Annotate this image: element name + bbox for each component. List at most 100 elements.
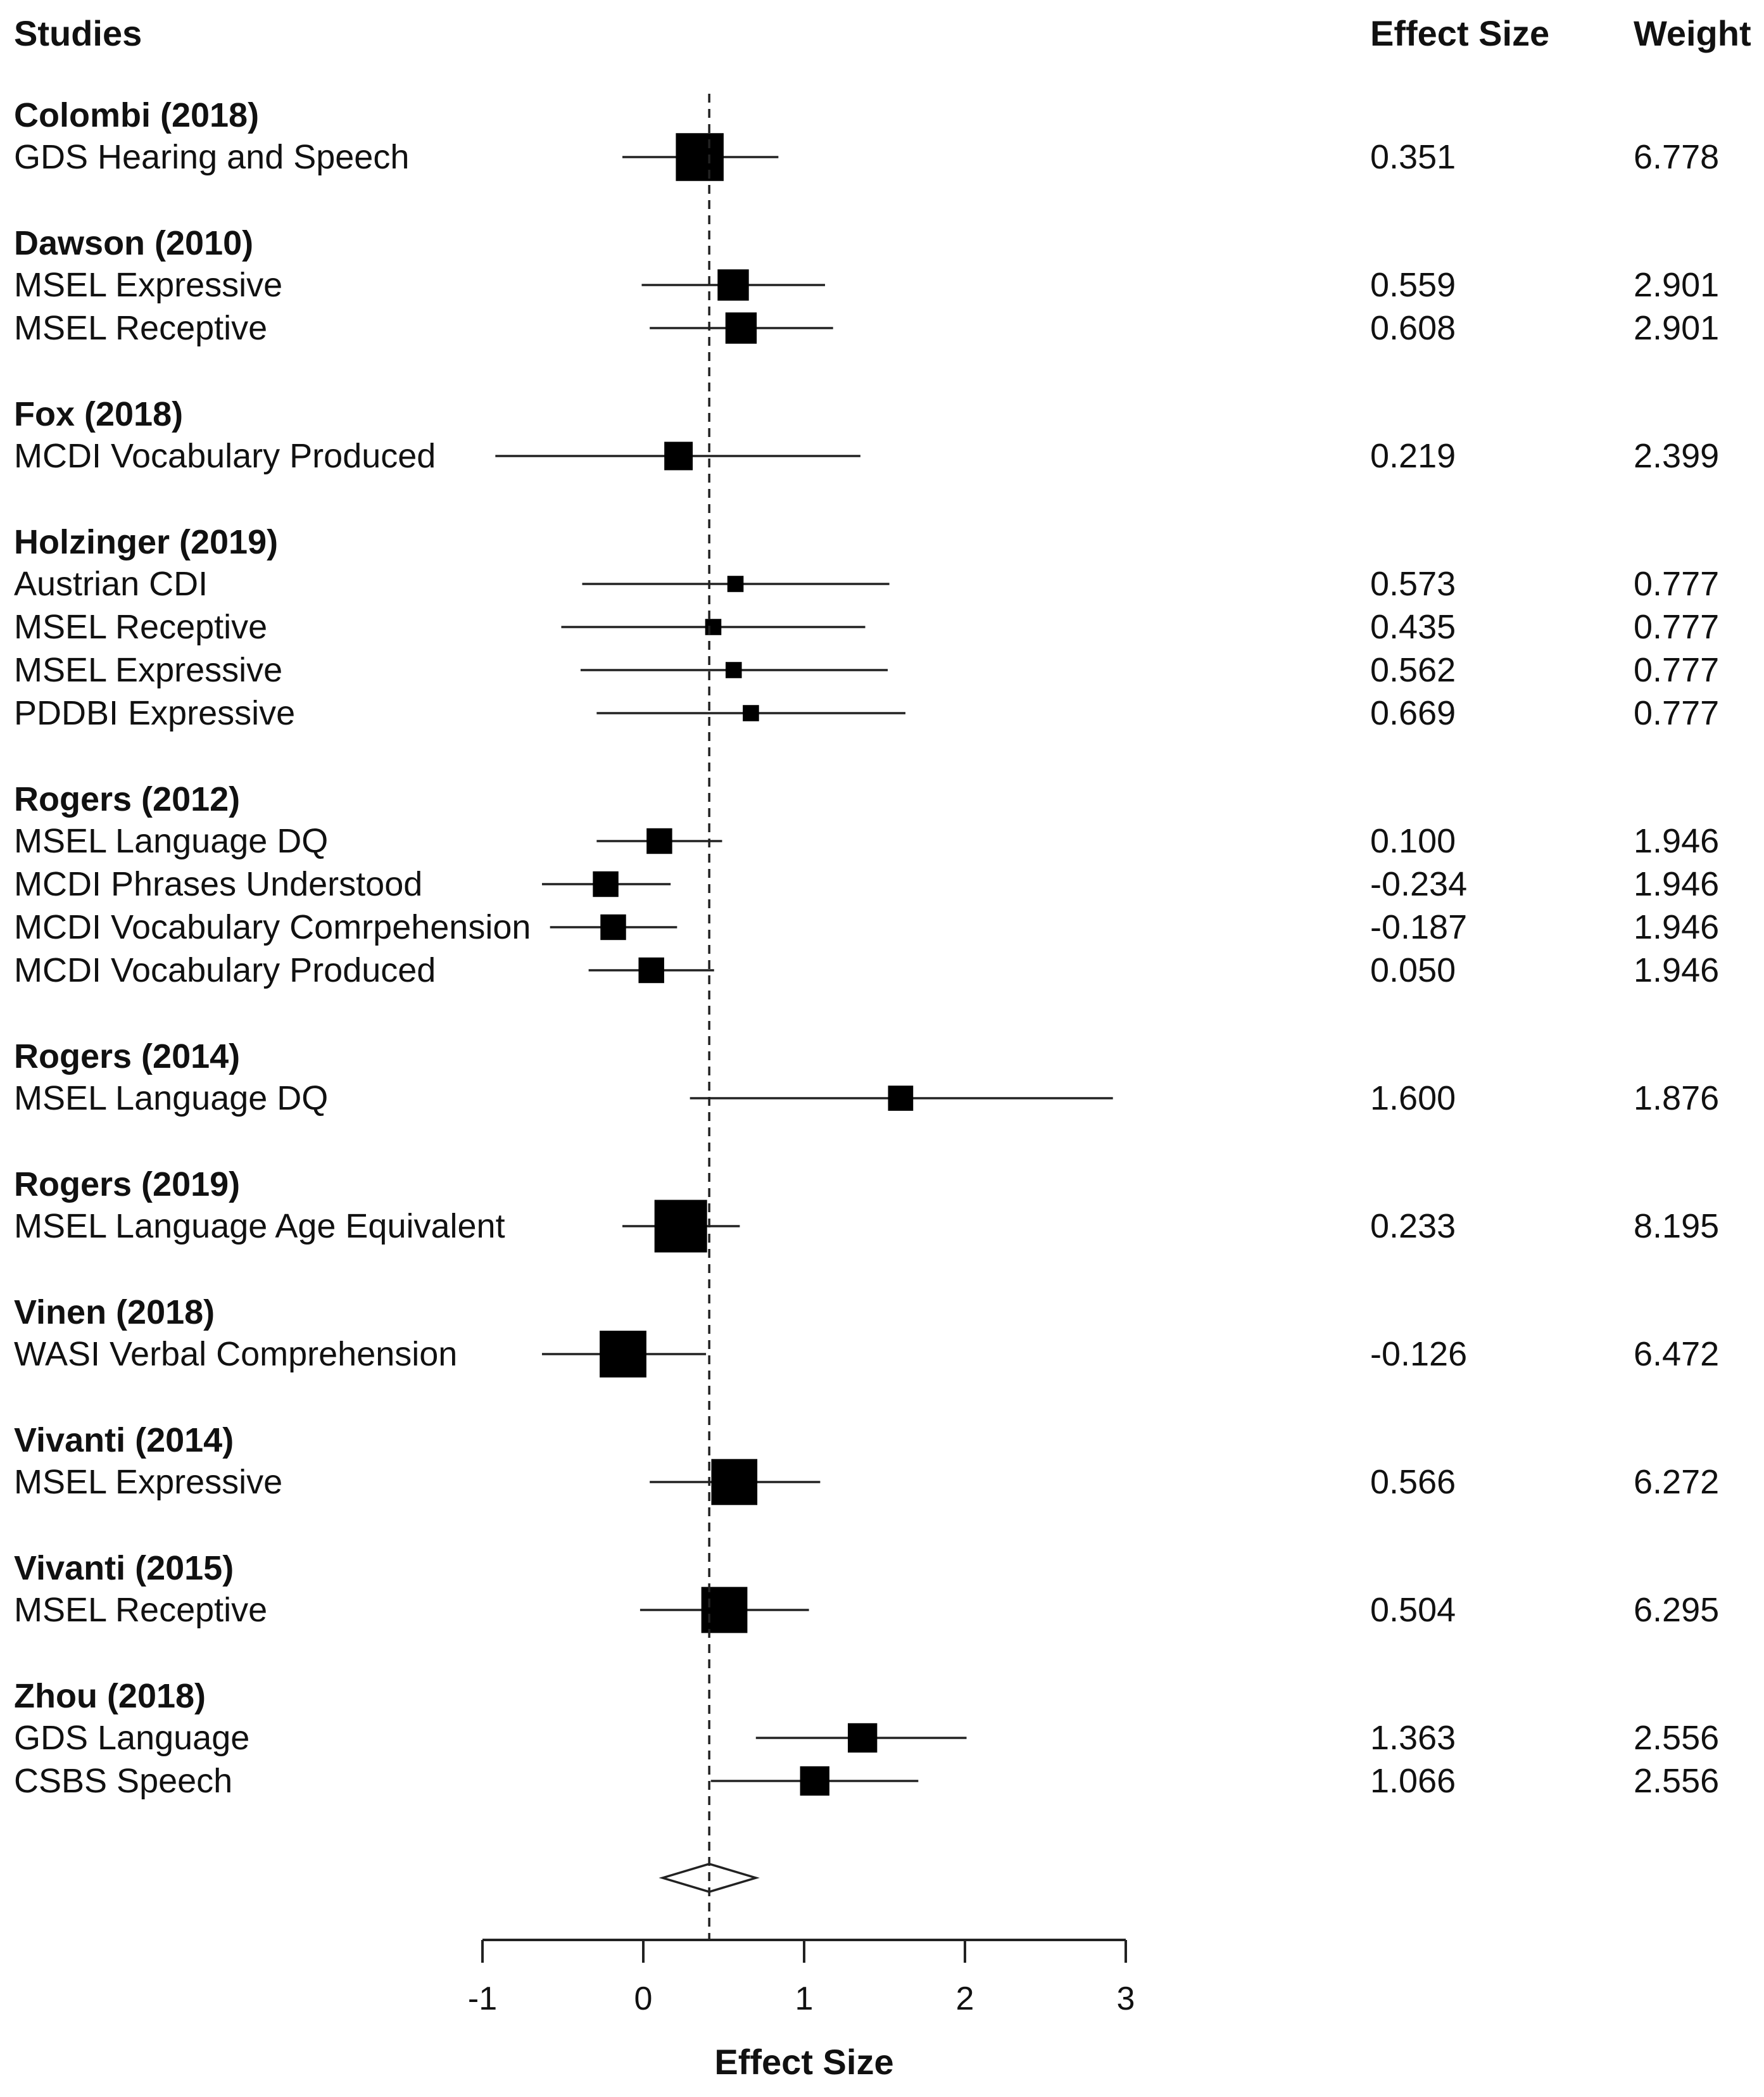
- study-heading: Vivanti (2015): [14, 1549, 234, 1587]
- effect-size-value: 0.573: [1370, 565, 1456, 603]
- outcome-label: MCDI Vocabulary Comrpehension: [14, 908, 531, 946]
- effect-size-value: 0.559: [1370, 266, 1456, 304]
- outcome-label: MCDI Vocabulary Produced: [14, 951, 436, 989]
- study-rows: Colombi (2018) GDS Hearing and Speech 0.35…: [14, 96, 1719, 1800]
- effect-size-marker: [848, 1723, 878, 1753]
- effect-size-value: 0.608: [1370, 309, 1456, 347]
- outcome-label: GDS Hearing and Speech: [14, 138, 409, 176]
- forest-marks: [495, 94, 1113, 1940]
- effect-size-value: 0.100: [1370, 822, 1456, 860]
- x-tick-label: 3: [1117, 1980, 1135, 2017]
- weight-value: 6.472: [1634, 1335, 1719, 1373]
- effect-size-value: 0.504: [1370, 1591, 1456, 1629]
- weight-value: 2.901: [1634, 266, 1719, 304]
- x-tick-label: -1: [468, 1980, 497, 2017]
- study-heading: Rogers (2019): [14, 1165, 240, 1203]
- effect-size-marker: [664, 441, 693, 471]
- outcome-label: PDDBI Expressive: [14, 694, 295, 732]
- outcome-label: MSEL Receptive: [14, 1591, 267, 1629]
- x-tick-label: 2: [956, 1980, 974, 2017]
- outcome-label: Austrian CDI: [14, 565, 208, 603]
- outcome-label: MSEL Language DQ: [14, 822, 328, 860]
- weight-value: 2.556: [1634, 1719, 1719, 1757]
- weight-value: 6.295: [1634, 1591, 1719, 1629]
- x-axis: -1 0 1 2 3 Effect Size: [468, 1939, 1135, 2082]
- weight-value: 0.777: [1634, 694, 1719, 732]
- effect-size-value: 0.233: [1370, 1207, 1456, 1245]
- outcome-label: MCDI Vocabulary Produced: [14, 437, 436, 475]
- weight-value: 0.777: [1634, 608, 1719, 646]
- effect-size-value: 0.351: [1370, 138, 1456, 176]
- effect-size-value: 1.363: [1370, 1719, 1456, 1757]
- outcome-label: WASI Verbal Comprehension: [14, 1335, 457, 1373]
- weight-value: 0.777: [1634, 565, 1719, 603]
- effect-size-marker: [725, 312, 757, 344]
- effect-size-marker: [600, 914, 626, 941]
- effect-size-marker: [727, 576, 744, 592]
- study-heading: Vinen (2018): [14, 1293, 215, 1331]
- effect-size-value: 0.435: [1370, 608, 1456, 646]
- effect-size-marker: [888, 1086, 914, 1111]
- x-axis-title: Effect Size: [714, 2042, 893, 2082]
- study-heading: Dawson (2010): [14, 224, 253, 262]
- x-tick-label: 1: [795, 1980, 814, 2017]
- weight-value: 1.946: [1634, 865, 1719, 903]
- effect-size-marker: [717, 269, 749, 301]
- effect-size-marker: [600, 1331, 646, 1378]
- outcome-label: MSEL Expressive: [14, 1463, 282, 1501]
- outcome-label: MSEL Expressive: [14, 266, 282, 304]
- header-weight: Weight: [1634, 13, 1751, 53]
- effect-size-marker: [638, 957, 664, 984]
- outcome-label: MSEL Language DQ: [14, 1079, 328, 1117]
- weight-value: 1.946: [1634, 822, 1719, 860]
- outcome-label: MCDI Phrases Understood: [14, 865, 422, 903]
- effect-size-value: 0.050: [1370, 951, 1456, 989]
- study-heading: Rogers (2014): [14, 1037, 240, 1075]
- column-headers: Studies Effect Size Weight: [14, 13, 1751, 53]
- outcome-label: MSEL Receptive: [14, 608, 267, 646]
- x-tick-label: 0: [634, 1980, 653, 2017]
- weight-value: 8.195: [1634, 1207, 1719, 1245]
- weight-value: 2.556: [1634, 1762, 1719, 1800]
- outcome-label: MSEL Expressive: [14, 651, 282, 689]
- weight-value: 2.901: [1634, 309, 1719, 347]
- effect-size-value: -0.234: [1370, 865, 1467, 903]
- effect-size-marker: [743, 705, 759, 721]
- effect-size-value: 0.566: [1370, 1463, 1456, 1501]
- effect-size-value: -0.126: [1370, 1335, 1467, 1373]
- effect-size-marker: [654, 1200, 707, 1253]
- effect-size-value: 0.562: [1370, 651, 1456, 689]
- effect-size-marker: [701, 1587, 748, 1633]
- effect-size-marker: [646, 828, 672, 854]
- weight-value: 2.399: [1634, 437, 1719, 475]
- study-heading: Vivanti (2014): [14, 1421, 234, 1459]
- header-effect-size: Effect Size: [1370, 13, 1549, 53]
- effect-size-value: 1.066: [1370, 1762, 1456, 1800]
- study-heading: Fox (2018): [14, 395, 183, 433]
- effect-size-marker: [676, 133, 724, 181]
- header-studies: Studies: [14, 13, 142, 53]
- outcome-label: MSEL Language Age Equivalent: [14, 1207, 505, 1245]
- weight-value: 0.777: [1634, 651, 1719, 689]
- outcome-label: MSEL Receptive: [14, 309, 267, 347]
- effect-size-marker: [725, 662, 742, 678]
- weight-value: 1.946: [1634, 908, 1719, 946]
- study-heading: Colombi (2018): [14, 96, 259, 134]
- effect-size-marker: [593, 871, 619, 897]
- effect-size-marker: [711, 1459, 758, 1505]
- weight-value: 6.778: [1634, 138, 1719, 176]
- weight-value: 6.272: [1634, 1463, 1719, 1501]
- effect-size-value: 1.600: [1370, 1079, 1456, 1117]
- effect-size-value: 0.669: [1370, 694, 1456, 732]
- outcome-label: GDS Language: [14, 1719, 249, 1757]
- weight-value: 1.876: [1634, 1079, 1719, 1117]
- outcome-label: CSBS Speech: [14, 1762, 232, 1800]
- effect-size-value: -0.187: [1370, 908, 1467, 946]
- effect-size-marker: [800, 1766, 829, 1796]
- study-heading: Holzinger (2019): [14, 523, 278, 561]
- effect-size-marker: [705, 619, 722, 635]
- effect-size-value: 0.219: [1370, 437, 1456, 475]
- study-heading: Rogers (2012): [14, 780, 240, 818]
- study-heading: Zhou (2018): [14, 1677, 206, 1715]
